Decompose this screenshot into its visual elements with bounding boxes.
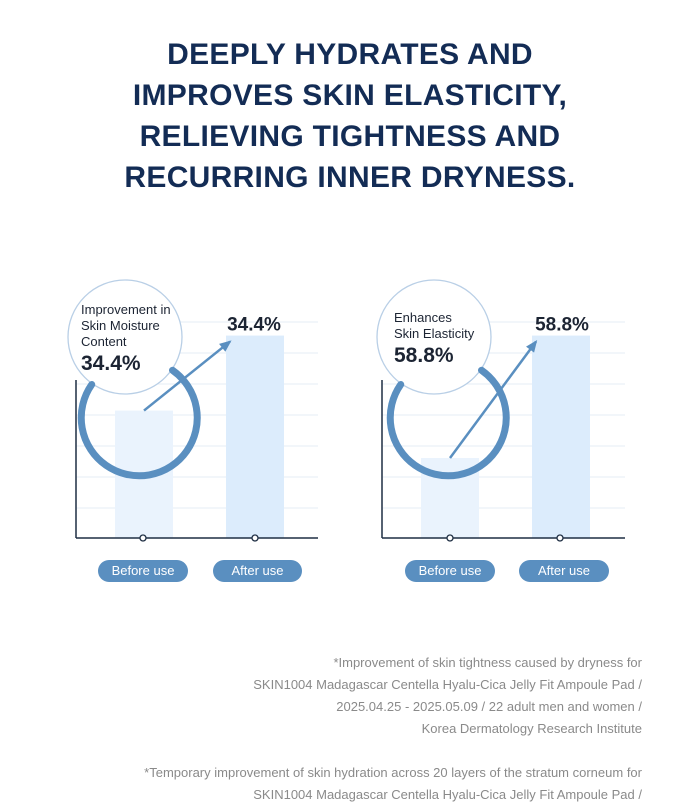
after-use-label-2: After use bbox=[519, 560, 609, 582]
badge-disc-1 bbox=[67, 279, 183, 395]
after-tick-1 bbox=[251, 534, 259, 542]
badge-label-line-1: Skin Moisture bbox=[81, 318, 160, 333]
badge-label-line-1: Content bbox=[81, 334, 127, 349]
after-bar-1 bbox=[226, 335, 284, 538]
footnote-line: SKIN1004 Madagascar Centella Hyalu-Cica … bbox=[253, 787, 642, 802]
after-value-label-1: 34.4% bbox=[227, 315, 281, 336]
after-value-label-2: 58.8% bbox=[535, 315, 589, 336]
footnotes: *Improvement of skin tightness caused by… bbox=[2, 652, 642, 806]
footnote-line: *Temporary improvement of skin hydration… bbox=[144, 765, 642, 780]
badge-ring-2 bbox=[386, 366, 510, 480]
arrow-head-2 bbox=[526, 339, 538, 353]
badge-label-line-2: Skin Elasticity bbox=[394, 326, 475, 341]
before-use-label-2: Before use bbox=[405, 560, 495, 582]
before-tick-2 bbox=[446, 534, 454, 542]
arrow-head-1 bbox=[219, 340, 232, 352]
after-tick-2 bbox=[556, 534, 564, 542]
footnote-line: SKIN1004 Madagascar Centella Hyalu-Cica … bbox=[253, 677, 642, 692]
footnote-tightness: *Improvement of skin tightness caused by… bbox=[2, 652, 642, 740]
footnote-line: Korea Dermatology Research Institute bbox=[421, 721, 642, 736]
badge-value-1: 34.4% bbox=[81, 352, 141, 375]
badge-disc-2 bbox=[376, 279, 492, 395]
headline-line: IMPROVES SKIN ELASTICITY, bbox=[132, 79, 568, 112]
headline-line: RECURRING INNER DRYNESS. bbox=[124, 161, 576, 194]
after-bar-2 bbox=[532, 335, 590, 538]
footnote-line: 2025.04.25 - 2025.05.09 / 22 adult men a… bbox=[336, 699, 642, 714]
headline: DEEPLY HYDRATES AND IMPROVES SKIN ELASTI… bbox=[0, 34, 700, 198]
increase-arrow-2 bbox=[448, 340, 538, 459]
footnote-hydration: *Temporary improvement of skin hydration… bbox=[2, 762, 642, 806]
badge-label-line-2: Enhances bbox=[394, 310, 452, 325]
increase-arrow-1 bbox=[143, 340, 231, 412]
headline-line: DEEPLY HYDRATES AND bbox=[167, 38, 533, 71]
badge-label-line-1: Improvement in bbox=[81, 302, 171, 317]
before-tick-1 bbox=[139, 534, 147, 542]
headline-line: RELIEVING TIGHTNESS AND bbox=[139, 120, 561, 153]
badge-ring-1 bbox=[77, 366, 201, 480]
footnote-line: *Improvement of skin tightness caused by… bbox=[333, 655, 642, 670]
after-use-label-1: After use bbox=[213, 560, 302, 582]
before-use-label-1: Before use bbox=[98, 560, 188, 582]
badge-value-2: 58.8% bbox=[394, 344, 454, 367]
